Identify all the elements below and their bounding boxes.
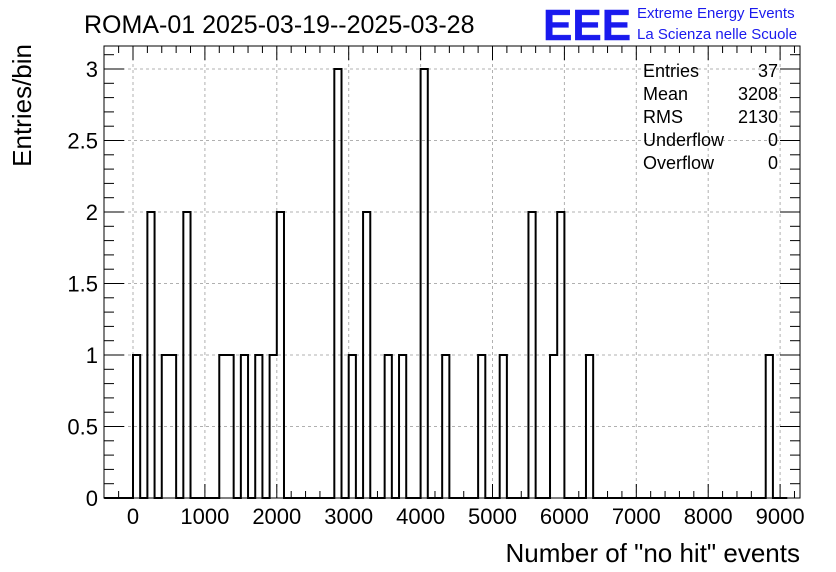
y-tick-label: 1 bbox=[86, 343, 98, 368]
stats-label: Mean bbox=[643, 84, 688, 104]
chart-title: ROMA-01 2025-03-19--2025-03-28 bbox=[84, 11, 475, 39]
x-tick-label: 8000 bbox=[684, 504, 733, 529]
logo-line-2: La Scienza nelle Scuole bbox=[637, 26, 797, 43]
y-tick-label: 0.5 bbox=[67, 415, 98, 440]
stats-box: Entries 37 Mean 3208 RMS 2130 Underflow 0 Overfl… bbox=[643, 61, 778, 173]
y-tick-labels: 0 0.5 1 1.5 2 2.5 3 bbox=[67, 57, 98, 511]
grid bbox=[104, 46, 800, 498]
stats-label: Overflow bbox=[643, 153, 715, 173]
stats-label: Underflow bbox=[643, 130, 725, 150]
x-tick-labels: 0 1000 2000 3000 4000 5000 6000 7000 8000 9000 bbox=[127, 504, 805, 529]
plot-frame bbox=[103, 45, 801, 499]
x-tick-label: 9000 bbox=[756, 504, 805, 529]
x-tick-label: 3000 bbox=[324, 504, 373, 529]
logo-mark: EEE bbox=[543, 1, 631, 50]
stats-value: 37 bbox=[758, 61, 778, 81]
axis-ticks bbox=[104, 46, 800, 499]
stats-value: 0 bbox=[768, 130, 778, 150]
x-tick-label: 7000 bbox=[612, 504, 661, 529]
x-axis-label: Number of "no hit" events bbox=[506, 538, 801, 568]
y-tick-label: 2 bbox=[86, 200, 98, 225]
x-tick-label: 0 bbox=[127, 504, 139, 529]
stats-value: 0 bbox=[768, 153, 778, 173]
y-axis-label: Entries/bin bbox=[7, 44, 37, 167]
x-tick-label: 5000 bbox=[468, 504, 517, 529]
y-tick-label: 3 bbox=[86, 57, 98, 82]
y-tick-label: 2.5 bbox=[67, 129, 98, 154]
y-tick-label: 0 bbox=[86, 486, 98, 511]
x-tick-label: 4000 bbox=[396, 504, 445, 529]
x-tick-label: 1000 bbox=[180, 504, 229, 529]
logo: EEE Extreme Energy Events La Scienza nel… bbox=[543, 1, 797, 51]
stats-label: Entries bbox=[643, 61, 699, 81]
y-tick-label: 1.5 bbox=[67, 272, 98, 297]
logo-line-1: Extreme Energy Events bbox=[637, 5, 795, 22]
stats-label: RMS bbox=[643, 107, 683, 127]
stats-value: 3208 bbox=[738, 84, 778, 104]
stats-value: 2130 bbox=[738, 107, 778, 127]
x-tick-label: 2000 bbox=[252, 504, 301, 529]
x-tick-label: 6000 bbox=[540, 504, 589, 529]
